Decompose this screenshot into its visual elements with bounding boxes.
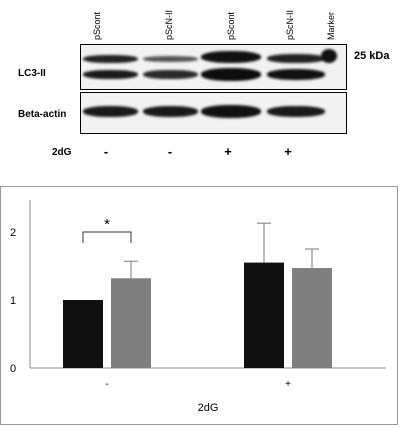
lc3-label: LC3-II xyxy=(18,68,46,79)
lc3-lower-band xyxy=(201,68,261,81)
lc3-lower-band xyxy=(83,70,138,79)
actin-band xyxy=(267,106,325,117)
lc3-lower-band xyxy=(143,70,198,79)
x-tick-label: - xyxy=(105,379,108,390)
marker-size-label: 25 kDa xyxy=(354,50,390,62)
bar xyxy=(63,300,103,368)
treatment-label: 2dG xyxy=(52,147,72,158)
lc3-lower-band xyxy=(267,69,325,80)
bar xyxy=(244,262,284,368)
significance-bracket xyxy=(82,231,132,243)
y-tick-label: 2 xyxy=(10,227,16,239)
marker-band xyxy=(321,49,337,63)
bar xyxy=(111,278,151,368)
treatment-sign: + xyxy=(224,144,232,159)
x-axis-title: 2dG xyxy=(198,402,219,414)
actin-band xyxy=(83,106,138,117)
beta-actin-label: Beta-actin xyxy=(18,109,67,120)
actin-band xyxy=(143,106,198,117)
significance-star: * xyxy=(104,216,110,233)
beta-actin-blot-panel xyxy=(80,92,347,134)
x-tick-label: + xyxy=(285,379,291,390)
lc3-upper-band xyxy=(201,51,261,63)
lc3-upper-band xyxy=(143,56,198,62)
treatment-sign: + xyxy=(284,144,292,159)
treatment-sign: - xyxy=(167,144,173,159)
actin-band xyxy=(201,105,261,118)
lc3-upper-band xyxy=(267,54,325,63)
lc3-blot-panel xyxy=(80,44,347,90)
lc3-upper-band xyxy=(83,55,138,63)
y-tick-label: 0 xyxy=(10,363,16,375)
chart-frame xyxy=(0,186,398,425)
bar xyxy=(292,268,332,368)
treatment-sign: - xyxy=(103,144,109,159)
y-tick-label: 1 xyxy=(10,295,16,307)
